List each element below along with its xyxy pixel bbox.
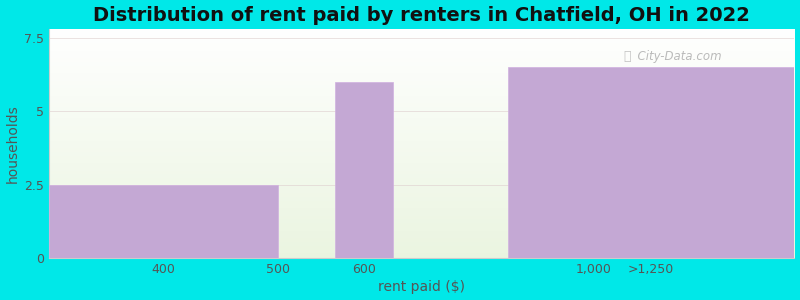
Bar [335,82,393,258]
Bar [49,185,278,258]
Title: Distribution of rent paid by renters in Chatfield, OH in 2022: Distribution of rent paid by renters in … [93,6,750,25]
Bar [507,67,794,258]
Y-axis label: households: households [6,104,19,183]
Text: Ⓠ: Ⓠ [623,50,630,63]
Text: City-Data.com: City-Data.com [630,50,722,63]
X-axis label: rent paid ($): rent paid ($) [378,280,465,294]
